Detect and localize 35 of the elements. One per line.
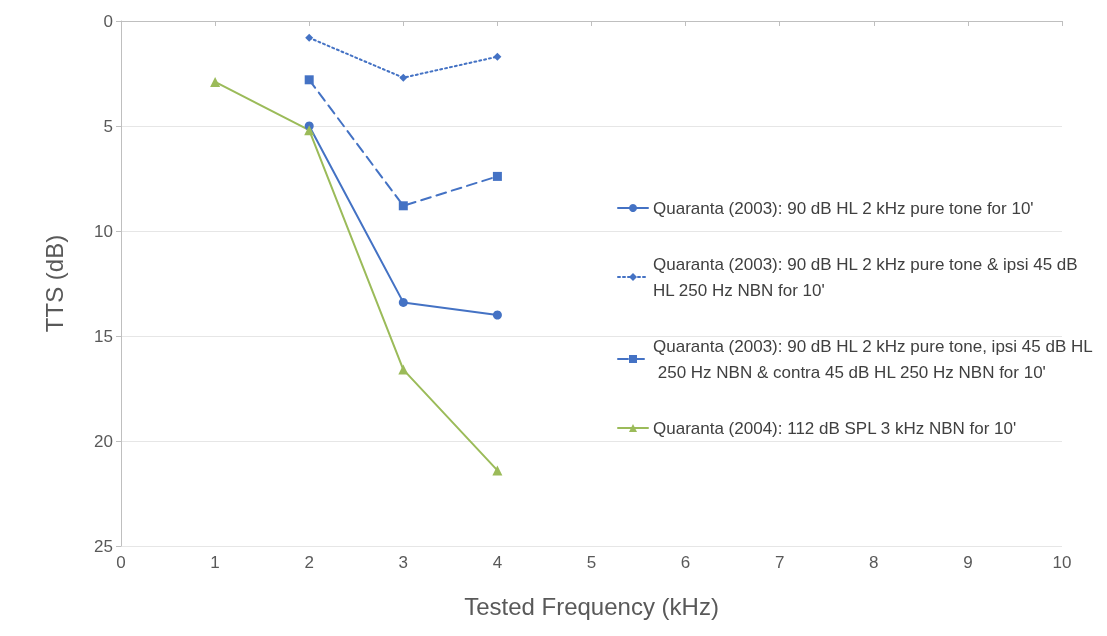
legend-label: Quaranta (2003): 90 dB HL 2 kHz pure tone & ipsi 45 dB HL 250 Hz NBN for 10': [653, 254, 1083, 300]
y-axis-title: TTS (dB): [40, 234, 68, 333]
x-tick-label: 8: [869, 553, 879, 572]
legend-label: Quaranta (2003): 90 dB HL 2 kHz pure tone for 10': [653, 198, 1034, 218]
point: [210, 76, 221, 87]
point: [492, 310, 502, 320]
y-tick-label: 15: [94, 326, 113, 346]
x-tick-label: 9: [963, 553, 973, 572]
point: [398, 297, 408, 307]
legend-label: Quaranta (2004): 112 dB SPL 3 kHz NBN for 10': [653, 418, 1017, 438]
x-tick-label: 0: [116, 553, 126, 572]
y-tick-label: 0: [103, 11, 113, 31]
y-tick-label: 20: [94, 431, 113, 451]
x-tick-label: 5: [586, 553, 597, 572]
y-tick-label: 5: [103, 116, 113, 136]
point: [492, 465, 503, 476]
point: [304, 125, 315, 136]
x-axis-title: Tested Frequency (kHz): [464, 592, 719, 620]
x-tick-label: 2: [304, 553, 314, 572]
x-tick-label: 6: [680, 553, 691, 572]
y-tick-label: 10: [94, 221, 113, 241]
x-tick-label: 1: [210, 553, 220, 572]
x-tick-label: 4: [492, 553, 503, 572]
y-tick-label: 25: [94, 536, 113, 556]
x-tick-label: 10: [1052, 553, 1072, 572]
legend-label: Quaranta (2003): 90 dB HL 2 kHz pure tone, ipsi 45 dB HL 250 Hz NBN & contra 45 dB HL 250 Hz NBN for 10': [653, 336, 1093, 382]
x-tick-label: 3: [398, 553, 409, 572]
point: [492, 171, 502, 181]
x-tick-label: 7: [774, 553, 785, 572]
point: [399, 73, 408, 82]
point: [493, 52, 502, 61]
point: [398, 201, 408, 211]
point: [398, 364, 409, 375]
point: [304, 75, 314, 85]
point: [305, 33, 314, 42]
